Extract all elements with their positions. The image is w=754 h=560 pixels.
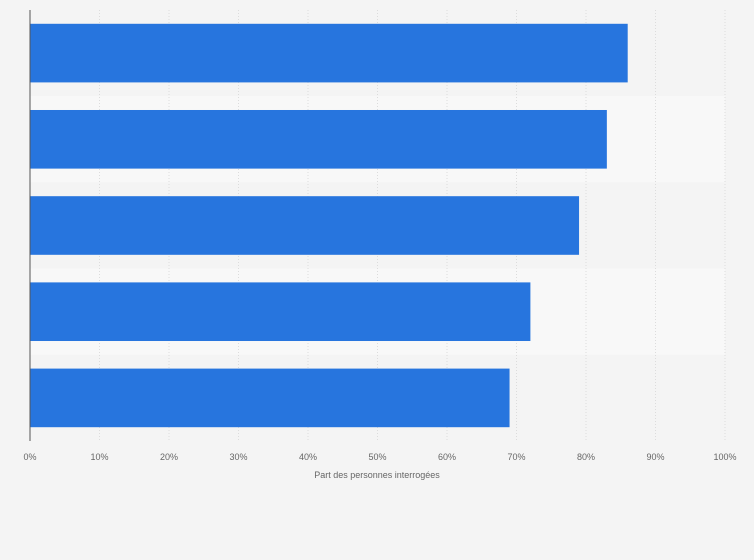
x-tick-label: 40%	[299, 452, 317, 462]
bar	[30, 282, 531, 342]
x-tick-label: 60%	[438, 452, 456, 462]
x-tick-label: 70%	[507, 452, 525, 462]
x-tick-label: 80%	[577, 452, 595, 462]
bar	[30, 109, 607, 169]
x-tick-label: 90%	[646, 452, 664, 462]
x-tick-label: 100%	[713, 452, 736, 462]
x-tick-labels: 0% 10% 20% 30% 40% 50% 60% 70% 80% 90% 100%	[23, 452, 736, 462]
x-axis-title: Part des personnes interrogées	[314, 470, 440, 480]
x-tick-label: 50%	[368, 452, 386, 462]
x-tick-label: 20%	[160, 452, 178, 462]
x-tick-label: 10%	[90, 452, 108, 462]
bar	[30, 196, 580, 255]
bar	[30, 23, 628, 83]
bar	[30, 368, 510, 428]
x-tick-label: 30%	[229, 452, 247, 462]
bars	[30, 23, 628, 428]
x-tick-label: 0%	[23, 452, 36, 462]
